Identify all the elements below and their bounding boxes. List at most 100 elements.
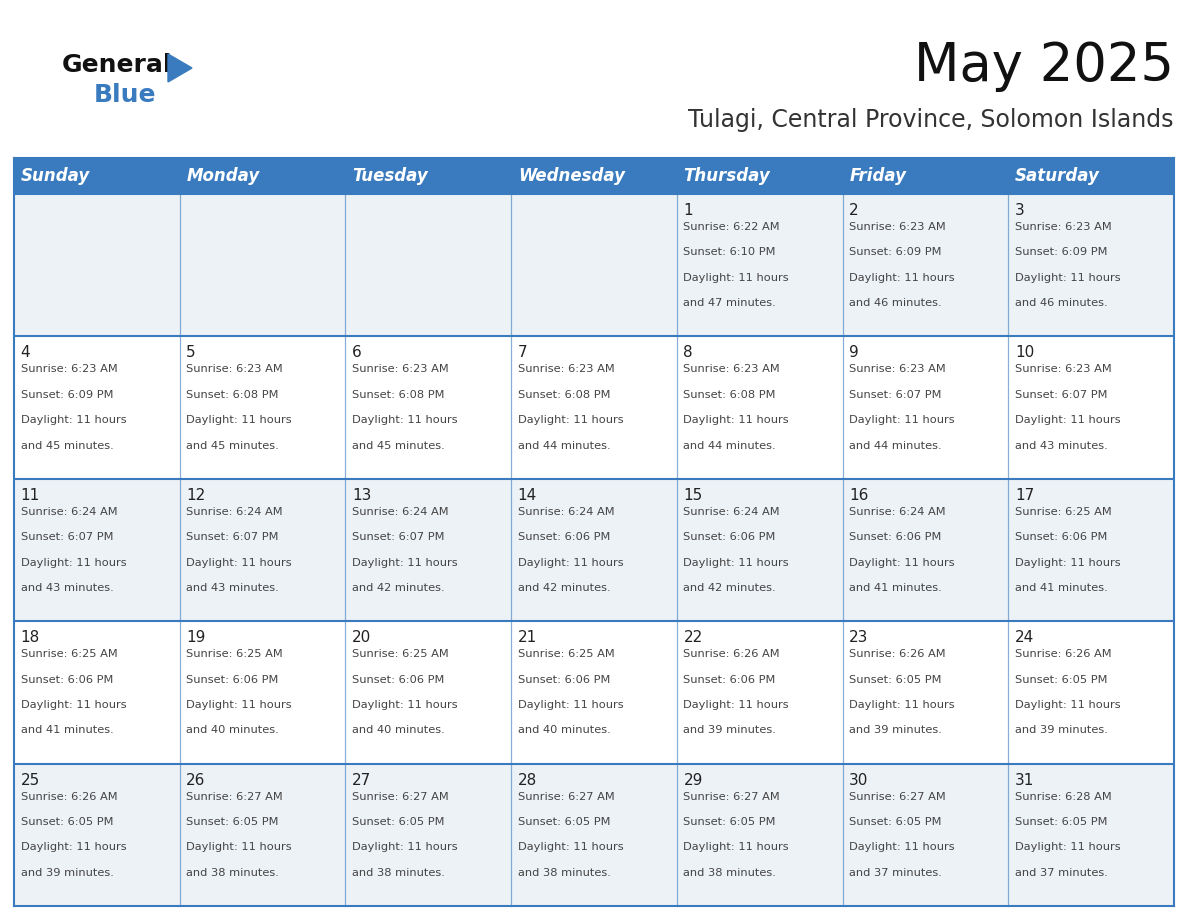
Text: Sunrise: 6:25 AM: Sunrise: 6:25 AM [1015, 507, 1112, 517]
Text: Daylight: 11 hours: Daylight: 11 hours [1015, 557, 1120, 567]
Text: 22: 22 [683, 630, 703, 645]
Text: Tuesday: Tuesday [352, 167, 428, 185]
Text: and 42 minutes.: and 42 minutes. [352, 583, 444, 593]
Text: 8: 8 [683, 345, 693, 361]
Text: Sunset: 6:06 PM: Sunset: 6:06 PM [352, 675, 444, 685]
Text: 30: 30 [849, 773, 868, 788]
Text: 4: 4 [20, 345, 30, 361]
Text: Daylight: 11 hours: Daylight: 11 hours [683, 843, 789, 853]
Text: Sunrise: 6:25 AM: Sunrise: 6:25 AM [187, 649, 283, 659]
Bar [14, 336, 1174, 479]
Text: and 46 minutes.: and 46 minutes. [849, 298, 942, 308]
Text: and 39 minutes.: and 39 minutes. [1015, 725, 1107, 735]
Text: Sunset: 6:09 PM: Sunset: 6:09 PM [849, 248, 942, 257]
Text: Sunset: 6:06 PM: Sunset: 6:06 PM [849, 532, 942, 543]
Text: Friday: Friday [849, 167, 906, 185]
Text: Daylight: 11 hours: Daylight: 11 hours [849, 557, 955, 567]
Text: and 39 minutes.: and 39 minutes. [683, 725, 777, 735]
Text: 14: 14 [518, 487, 537, 503]
Text: and 40 minutes.: and 40 minutes. [518, 725, 611, 735]
Text: Sunrise: 6:23 AM: Sunrise: 6:23 AM [849, 364, 946, 375]
Text: Sunrise: 6:27 AM: Sunrise: 6:27 AM [187, 791, 283, 801]
Text: Sunrise: 6:26 AM: Sunrise: 6:26 AM [849, 649, 946, 659]
Text: 29: 29 [683, 773, 703, 788]
Text: Sunset: 6:09 PM: Sunset: 6:09 PM [20, 390, 113, 400]
Text: Sunset: 6:05 PM: Sunset: 6:05 PM [20, 817, 113, 827]
Text: Daylight: 11 hours: Daylight: 11 hours [352, 415, 457, 425]
Text: and 39 minutes.: and 39 minutes. [20, 868, 114, 878]
Text: and 41 minutes.: and 41 minutes. [20, 725, 113, 735]
Text: Sunset: 6:07 PM: Sunset: 6:07 PM [187, 532, 279, 543]
Bar [14, 194, 1174, 336]
Text: 7: 7 [518, 345, 527, 361]
Text: Daylight: 11 hours: Daylight: 11 hours [683, 700, 789, 710]
Text: 12: 12 [187, 487, 206, 503]
Text: Sunrise: 6:23 AM: Sunrise: 6:23 AM [849, 222, 946, 232]
Text: Sunrise: 6:27 AM: Sunrise: 6:27 AM [352, 791, 449, 801]
Text: 16: 16 [849, 487, 868, 503]
Text: Monday: Monday [187, 167, 260, 185]
Text: Sunrise: 6:23 AM: Sunrise: 6:23 AM [352, 364, 449, 375]
Text: Sunset: 6:08 PM: Sunset: 6:08 PM [187, 390, 279, 400]
Text: Sunset: 6:06 PM: Sunset: 6:06 PM [1015, 532, 1107, 543]
Text: Daylight: 11 hours: Daylight: 11 hours [1015, 700, 1120, 710]
Text: Daylight: 11 hours: Daylight: 11 hours [187, 700, 292, 710]
Text: and 44 minutes.: and 44 minutes. [849, 441, 942, 451]
Text: Sunset: 6:05 PM: Sunset: 6:05 PM [352, 817, 444, 827]
Text: Sunset: 6:08 PM: Sunset: 6:08 PM [352, 390, 444, 400]
Text: 10: 10 [1015, 345, 1035, 361]
Text: and 44 minutes.: and 44 minutes. [683, 441, 776, 451]
Text: 20: 20 [352, 630, 372, 645]
Text: Sunset: 6:06 PM: Sunset: 6:06 PM [518, 675, 611, 685]
Text: and 43 minutes.: and 43 minutes. [187, 583, 279, 593]
Text: Sunrise: 6:23 AM: Sunrise: 6:23 AM [518, 364, 614, 375]
Text: 9: 9 [849, 345, 859, 361]
Text: 27: 27 [352, 773, 372, 788]
Text: Daylight: 11 hours: Daylight: 11 hours [20, 415, 126, 425]
Text: and 43 minutes.: and 43 minutes. [20, 583, 113, 593]
Text: and 40 minutes.: and 40 minutes. [187, 725, 279, 735]
Text: and 37 minutes.: and 37 minutes. [1015, 868, 1107, 878]
Text: Thursday: Thursday [683, 167, 770, 185]
Text: Sunrise: 6:26 AM: Sunrise: 6:26 AM [20, 791, 118, 801]
Text: 31: 31 [1015, 773, 1035, 788]
Text: 25: 25 [20, 773, 40, 788]
Text: and 38 minutes.: and 38 minutes. [683, 868, 777, 878]
Text: and 42 minutes.: and 42 minutes. [683, 583, 776, 593]
Text: Daylight: 11 hours: Daylight: 11 hours [849, 700, 955, 710]
Text: Sunrise: 6:24 AM: Sunrise: 6:24 AM [849, 507, 946, 517]
Text: Sunrise: 6:23 AM: Sunrise: 6:23 AM [1015, 222, 1112, 232]
Text: Daylight: 11 hours: Daylight: 11 hours [683, 415, 789, 425]
Text: Sunrise: 6:23 AM: Sunrise: 6:23 AM [1015, 364, 1112, 375]
Text: 6: 6 [352, 345, 362, 361]
Text: and 39 minutes.: and 39 minutes. [849, 725, 942, 735]
Text: Daylight: 11 hours: Daylight: 11 hours [849, 415, 955, 425]
Text: May 2025: May 2025 [914, 40, 1174, 92]
Text: Daylight: 11 hours: Daylight: 11 hours [352, 557, 457, 567]
Text: and 38 minutes.: and 38 minutes. [352, 868, 446, 878]
Text: Daylight: 11 hours: Daylight: 11 hours [20, 843, 126, 853]
Text: and 45 minutes.: and 45 minutes. [20, 441, 113, 451]
Polygon shape [168, 54, 192, 82]
Text: Daylight: 11 hours: Daylight: 11 hours [849, 273, 955, 283]
Bar [14, 764, 1174, 906]
Text: Sunrise: 6:28 AM: Sunrise: 6:28 AM [1015, 791, 1112, 801]
Text: Sunrise: 6:22 AM: Sunrise: 6:22 AM [683, 222, 781, 232]
Text: Sunset: 6:08 PM: Sunset: 6:08 PM [683, 390, 776, 400]
Text: Daylight: 11 hours: Daylight: 11 hours [683, 557, 789, 567]
Text: Daylight: 11 hours: Daylight: 11 hours [518, 843, 624, 853]
Text: Sunset: 6:07 PM: Sunset: 6:07 PM [352, 532, 444, 543]
Text: Daylight: 11 hours: Daylight: 11 hours [518, 415, 624, 425]
Text: 26: 26 [187, 773, 206, 788]
Text: and 47 minutes.: and 47 minutes. [683, 298, 776, 308]
Text: Sunrise: 6:25 AM: Sunrise: 6:25 AM [518, 649, 614, 659]
Text: and 45 minutes.: and 45 minutes. [352, 441, 444, 451]
Text: Daylight: 11 hours: Daylight: 11 hours [20, 557, 126, 567]
Text: Daylight: 11 hours: Daylight: 11 hours [518, 557, 624, 567]
Text: Sunrise: 6:27 AM: Sunrise: 6:27 AM [683, 791, 781, 801]
Text: Sunset: 6:05 PM: Sunset: 6:05 PM [849, 817, 942, 827]
Text: Daylight: 11 hours: Daylight: 11 hours [1015, 843, 1120, 853]
Text: 28: 28 [518, 773, 537, 788]
Text: Sunrise: 6:23 AM: Sunrise: 6:23 AM [20, 364, 118, 375]
Text: Daylight: 11 hours: Daylight: 11 hours [683, 273, 789, 283]
